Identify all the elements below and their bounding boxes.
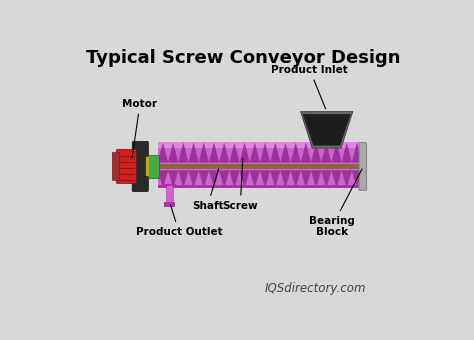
Text: Typical Screw Conveyor Design: Typical Screw Conveyor Design xyxy=(86,49,400,67)
Polygon shape xyxy=(301,112,353,148)
Polygon shape xyxy=(189,171,199,187)
Polygon shape xyxy=(291,171,301,187)
Polygon shape xyxy=(219,171,229,187)
Polygon shape xyxy=(250,171,260,187)
FancyBboxPatch shape xyxy=(359,143,366,190)
Bar xyxy=(158,148,362,185)
Bar xyxy=(158,185,362,188)
Polygon shape xyxy=(229,171,239,187)
Polygon shape xyxy=(168,143,178,162)
Polygon shape xyxy=(168,171,178,187)
Polygon shape xyxy=(219,143,229,162)
Polygon shape xyxy=(270,171,280,187)
FancyBboxPatch shape xyxy=(111,152,119,181)
Polygon shape xyxy=(179,171,188,187)
Polygon shape xyxy=(199,143,209,162)
Text: Motor: Motor xyxy=(122,99,157,158)
Bar xyxy=(148,155,159,179)
Polygon shape xyxy=(240,143,249,162)
Text: Product Outlet: Product Outlet xyxy=(136,204,222,237)
Bar xyxy=(166,185,173,204)
Polygon shape xyxy=(281,143,291,162)
Polygon shape xyxy=(179,143,188,162)
Polygon shape xyxy=(229,143,239,162)
Polygon shape xyxy=(158,171,168,187)
Bar xyxy=(163,184,176,186)
Polygon shape xyxy=(342,171,352,187)
FancyBboxPatch shape xyxy=(132,141,148,192)
Text: IQSdirectory.com: IQSdirectory.com xyxy=(264,282,366,295)
Polygon shape xyxy=(352,171,362,187)
Polygon shape xyxy=(260,171,270,187)
Text: Bearing
Block: Bearing Block xyxy=(309,169,362,237)
Bar xyxy=(146,157,149,176)
Polygon shape xyxy=(281,171,291,187)
Text: Product Inlet: Product Inlet xyxy=(271,65,348,109)
Polygon shape xyxy=(209,143,219,162)
Bar xyxy=(164,202,175,207)
Polygon shape xyxy=(250,143,260,162)
Polygon shape xyxy=(270,143,280,162)
Bar xyxy=(158,142,362,148)
Polygon shape xyxy=(240,171,249,187)
Polygon shape xyxy=(260,143,270,162)
Polygon shape xyxy=(332,143,341,162)
Polygon shape xyxy=(311,171,321,187)
Polygon shape xyxy=(321,171,331,187)
Polygon shape xyxy=(291,143,301,162)
Text: Screw: Screw xyxy=(222,158,258,211)
Polygon shape xyxy=(311,143,321,162)
Polygon shape xyxy=(158,143,168,162)
Bar xyxy=(311,142,342,148)
Polygon shape xyxy=(189,143,199,162)
FancyBboxPatch shape xyxy=(116,149,137,184)
Polygon shape xyxy=(301,171,311,187)
Polygon shape xyxy=(352,143,362,162)
Polygon shape xyxy=(321,143,331,162)
Polygon shape xyxy=(332,171,341,187)
Polygon shape xyxy=(209,171,219,187)
Polygon shape xyxy=(199,171,209,187)
Polygon shape xyxy=(342,143,352,162)
Text: Shaft: Shaft xyxy=(192,169,223,211)
Polygon shape xyxy=(302,114,351,146)
Polygon shape xyxy=(301,143,311,162)
